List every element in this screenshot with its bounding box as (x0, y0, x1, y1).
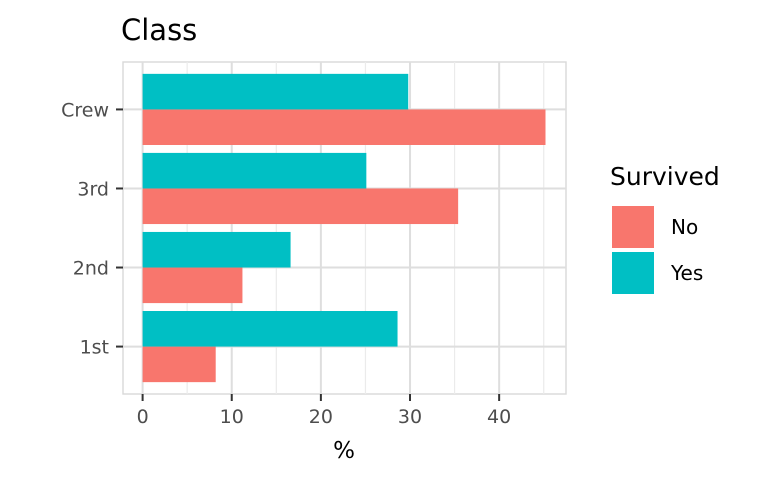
legend-title: Survived (610, 162, 720, 191)
bar-3rd-yes (142, 152, 367, 189)
bar-crew-yes (142, 73, 409, 110)
bar-3rd-no (142, 188, 459, 225)
legend-label-yes: Yes (670, 261, 703, 285)
legend: Survived No Yes (610, 162, 720, 294)
y-tick-label-3rd: 3rd (77, 178, 109, 200)
bar-1st-yes (142, 311, 398, 347)
legend-key-no (612, 206, 654, 248)
legend-key-yes (612, 252, 654, 294)
y-tick-label-2nd: 2nd (73, 258, 109, 280)
bar-2nd-no (142, 267, 243, 304)
x-tick-label-30: 30 (398, 406, 422, 428)
x-axis-title: % (333, 438, 355, 464)
x-tick-label-40: 40 (487, 406, 511, 428)
chart-title: Class (121, 13, 197, 47)
y-axis: 1st 2nd 3rd Crew (61, 99, 123, 359)
legend-items: No Yes (612, 206, 703, 294)
x-tick-label-10: 10 (220, 406, 244, 428)
x-tick-label-0: 0 (137, 406, 149, 428)
x-axis: 0 10 20 30 40 (137, 394, 511, 428)
bar-crew-no (142, 109, 546, 145)
legend-label-no: No (671, 215, 698, 239)
bar-1st-no (142, 346, 216, 383)
bar-2nd-yes (142, 231, 291, 268)
y-tick-label-crew: Crew (61, 99, 109, 121)
x-tick-label-20: 20 (309, 406, 333, 428)
bars (142, 73, 546, 383)
y-tick-label-1st: 1st (80, 337, 109, 359)
